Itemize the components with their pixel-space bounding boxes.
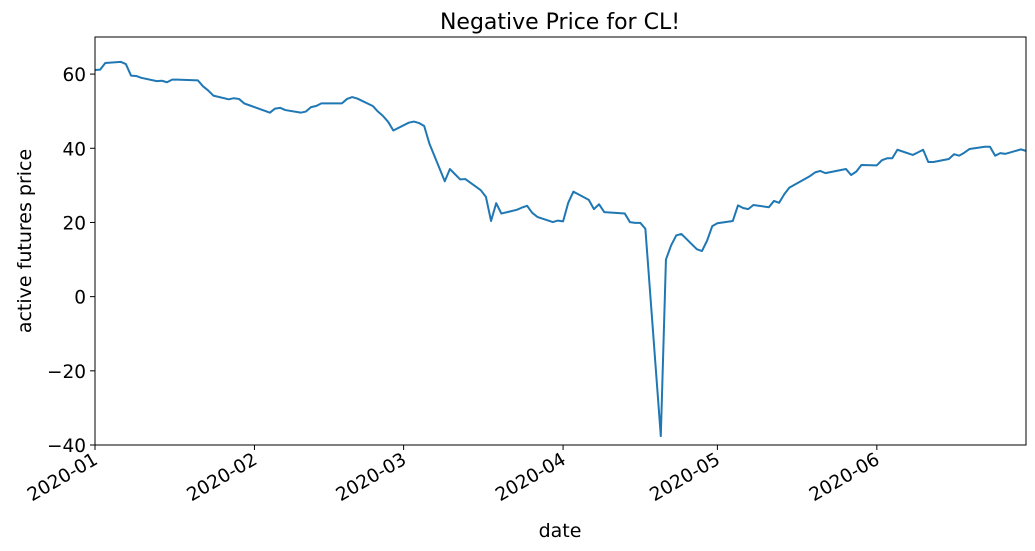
chart-title: Negative Price for CL! (440, 10, 680, 35)
y-tick-label: 40 (62, 139, 86, 160)
x-axis-label: date (539, 520, 582, 542)
x-tick-label: 2020-03 (333, 449, 410, 506)
x-tick-label: 2020-05 (646, 449, 723, 506)
x-axis: 2020-01 2020-02 2020-03 2020-04 2020-05 2020-… (24, 445, 883, 506)
y-tick-label: −40 (47, 436, 86, 457)
x-tick-label: 2020-01 (24, 449, 101, 506)
x-tick-label: 2020-04 (492, 449, 569, 506)
x-tick-label: 2020-02 (183, 449, 260, 506)
y-tick-label: −20 (47, 362, 86, 383)
plot-area (94, 36, 1027, 446)
y-tick-label: 0 (74, 288, 86, 309)
series-line (94, 60, 1027, 438)
y-axis: −40 −20 0 20 40 60 (47, 65, 95, 457)
plot-frame (94, 36, 1027, 446)
y-tick-label: 20 (62, 213, 86, 234)
x-tick-label: 2020-06 (806, 449, 883, 506)
y-axis-label: active futures price (14, 149, 36, 333)
y-tick-label: 60 (62, 65, 86, 86)
